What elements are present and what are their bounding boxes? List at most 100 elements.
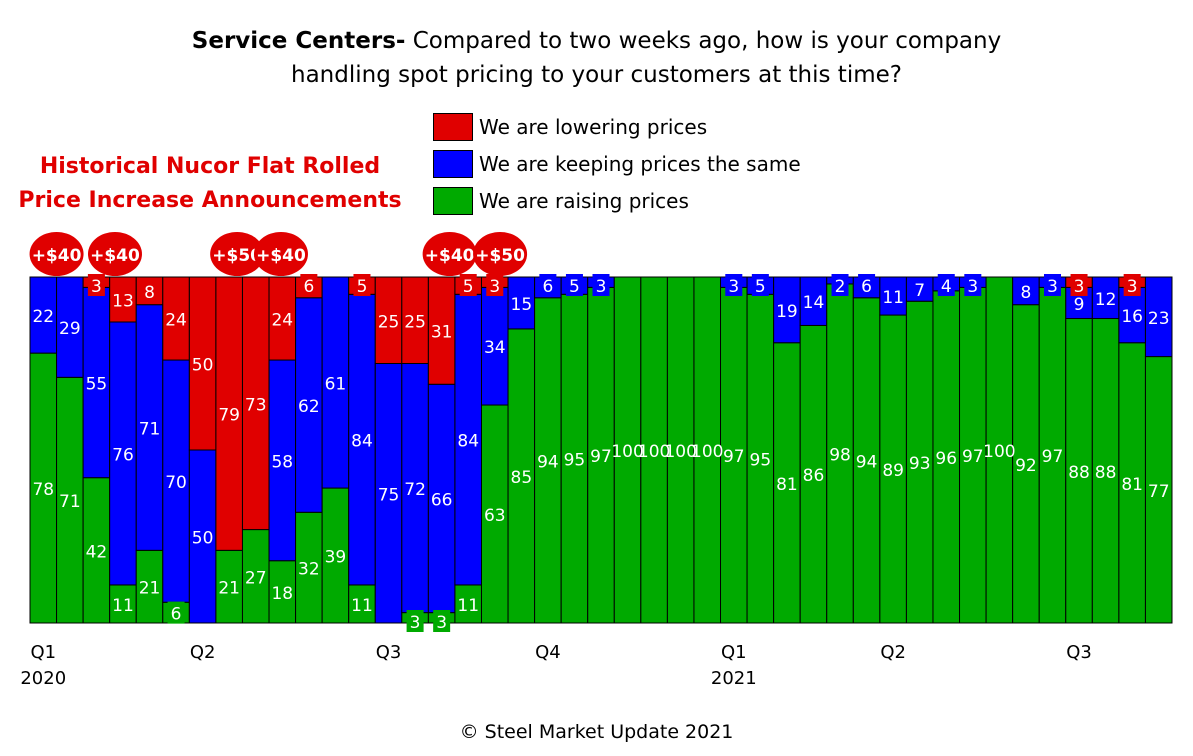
value-label-raising: 63 xyxy=(484,506,506,526)
bar-segment-lowering xyxy=(162,276,190,361)
value-label-raising: 100 xyxy=(691,442,723,462)
bar-segment-lowering xyxy=(401,276,429,364)
value-label-same: 29 xyxy=(59,319,81,339)
value-label-lowering: 24 xyxy=(271,311,293,331)
bar-segment-raising xyxy=(82,477,111,624)
value-label-same: 15 xyxy=(511,295,533,315)
x-tick-label: Q1 xyxy=(30,642,56,663)
bar-segment-same xyxy=(1091,276,1120,320)
price-increase-marker xyxy=(29,232,84,276)
annotation-title-line2: Price Increase Announcements xyxy=(18,188,402,213)
price-increase-label: +$40 xyxy=(32,246,82,266)
value-label-raising: 3 xyxy=(436,613,447,633)
value-label-same: 6 xyxy=(861,277,872,297)
value-label-raising: 100 xyxy=(638,442,670,462)
bar-segment-same xyxy=(321,276,350,489)
value-label-same: 76 xyxy=(112,445,134,465)
value-label-raising: 97 xyxy=(723,447,745,467)
price-increase-marker xyxy=(473,232,528,276)
value-label-same: 3 xyxy=(728,277,739,297)
bar-segment-same xyxy=(56,276,84,378)
value-label-raising: 71 xyxy=(59,492,81,512)
value-label-box xyxy=(937,274,955,296)
value-label-raising: 39 xyxy=(325,548,347,568)
value-label-box xyxy=(565,274,583,296)
value-label-lowering: 3 xyxy=(1074,277,1085,297)
value-label-box xyxy=(87,274,105,296)
value-label-same: 22 xyxy=(32,307,54,327)
value-label-same: 3 xyxy=(1047,277,1058,297)
price-increase-label: +$40 xyxy=(425,246,475,266)
value-label-box xyxy=(1043,274,1061,296)
value-label-same: 12 xyxy=(1095,290,1117,310)
value-label-lowering: 3 xyxy=(91,277,102,297)
value-label-box xyxy=(1070,274,1088,296)
price-increase-marker xyxy=(87,232,142,276)
price-increase-label: +$50 xyxy=(212,246,262,266)
legend-label: We are keeping prices the same xyxy=(479,152,801,176)
value-label-raising: 3 xyxy=(410,613,421,633)
value-label-lowering: 24 xyxy=(165,311,187,331)
value-label-box xyxy=(433,610,451,632)
value-label-raising: 95 xyxy=(750,451,772,471)
title-bold: Service Centers- xyxy=(191,28,406,54)
legend-item-lowering: We are lowering prices xyxy=(433,113,707,141)
value-label-same: 72 xyxy=(404,480,426,500)
value-label-raising: 98 xyxy=(829,445,851,465)
value-label-lowering: 5 xyxy=(357,277,368,297)
x-tick-year: 2020 xyxy=(20,668,66,689)
value-label-same: 23 xyxy=(1148,309,1170,329)
value-label-raising: 97 xyxy=(590,447,612,467)
value-label-lowering: 3 xyxy=(489,277,500,297)
value-label-raising: 21 xyxy=(139,579,161,599)
value-label-raising: 86 xyxy=(803,466,825,486)
value-label-raising: 92 xyxy=(1015,456,1037,476)
value-label-same: 3 xyxy=(967,277,978,297)
value-label-raising: 11 xyxy=(112,596,134,616)
x-tick-label: Q3 xyxy=(376,642,402,663)
value-label-same: 61 xyxy=(325,375,347,395)
bar-segment-same xyxy=(268,359,297,562)
value-label-lowering: 50 xyxy=(192,356,214,376)
value-label-same: 70 xyxy=(165,473,187,493)
bar-segment-same xyxy=(374,363,403,624)
bar-segment-same xyxy=(135,304,164,551)
value-label-raising: 100 xyxy=(664,442,696,462)
value-label-box xyxy=(725,274,743,296)
value-label-box xyxy=(300,274,318,296)
value-label-box xyxy=(592,274,610,296)
value-label-raising: 89 xyxy=(882,461,904,481)
bar-segment-raising xyxy=(985,276,1014,624)
value-label-lowering: 25 xyxy=(404,312,426,332)
bar-segment-same xyxy=(480,286,509,406)
bar-segment-lowering xyxy=(241,276,270,531)
value-label-lowering: 25 xyxy=(378,312,400,332)
value-label-same: 19 xyxy=(776,302,798,322)
value-label-lowering: 3 xyxy=(1127,277,1138,297)
value-label-box xyxy=(459,274,477,296)
value-label-box xyxy=(353,274,371,296)
value-label-same: 9 xyxy=(1074,295,1085,315)
bar-segment-raising xyxy=(268,560,297,624)
value-label-raising: 94 xyxy=(537,452,559,472)
bar-segment-raising xyxy=(773,342,801,624)
value-label-same: 7 xyxy=(914,281,925,301)
value-label-raising: 11 xyxy=(351,596,373,616)
value-label-lowering: 73 xyxy=(245,395,267,415)
value-label-box xyxy=(167,601,185,624)
price-increase-marker xyxy=(422,232,477,276)
bar-segment-lowering xyxy=(188,276,217,451)
value-label-raising: 78 xyxy=(32,480,54,500)
bar-segment-raising xyxy=(640,276,668,624)
value-label-raising: 21 xyxy=(218,579,240,599)
value-label-lowering: 8 xyxy=(144,283,155,303)
bar-segment-raising xyxy=(1118,342,1146,624)
bar-segment-raising xyxy=(560,293,589,624)
bar-segment-lowering xyxy=(427,276,456,385)
bar-segment-raising xyxy=(932,290,961,624)
value-label-lowering: 6 xyxy=(303,277,314,297)
value-label-same: 84 xyxy=(351,432,373,452)
bar-segment-same xyxy=(162,359,190,603)
value-label-raising: 77 xyxy=(1148,482,1170,502)
